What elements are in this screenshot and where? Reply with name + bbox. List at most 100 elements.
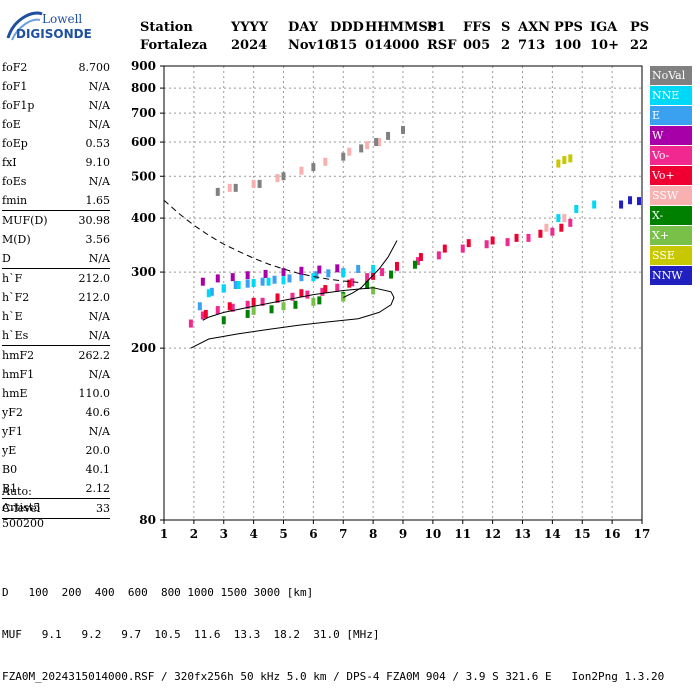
param-label: hmE [2, 387, 28, 400]
footer-info: D 100 200 400 600 800 1000 1500 3000 [km… [2, 558, 664, 698]
data-point [380, 268, 385, 277]
header-value-9: 100 [554, 38, 582, 53]
footer-muf-row: MUF 9.1 9.2 9.7 10.5 11.6 13.3 18.2 31.0… [2, 628, 380, 641]
param-separator [2, 498, 110, 499]
data-point [200, 311, 205, 320]
data-point [281, 268, 286, 277]
param-label: foF2 [2, 61, 28, 74]
data-point [206, 289, 211, 298]
header-label-3: DDD [330, 20, 364, 35]
data-point [320, 287, 325, 296]
data-point [251, 297, 256, 306]
y-tick-label: 300 [131, 265, 156, 279]
data-point [490, 236, 495, 245]
header-value-0: Fortaleza [140, 38, 208, 53]
data-point [556, 214, 561, 223]
param-value: N/A [88, 329, 110, 342]
data-point [203, 309, 208, 318]
data-point [221, 316, 226, 325]
x-tick-label: 2 [190, 527, 198, 541]
y-tick-label: 600 [131, 135, 156, 149]
data-point [365, 141, 370, 150]
data-point [230, 273, 235, 282]
header-value-4: 014000 [365, 38, 420, 53]
data-point [260, 277, 265, 286]
header-value-8: 713 [518, 38, 546, 53]
legend-entry: SSE [650, 246, 692, 265]
data-point [359, 144, 364, 153]
x-tick-label: 6 [309, 527, 317, 541]
data-point [299, 166, 304, 175]
param-label: h`F2 [2, 291, 30, 304]
data-point [257, 179, 262, 188]
plot-curves [163, 199, 398, 349]
param-row: h`F2 212.0 [2, 288, 110, 307]
data-point [311, 273, 316, 282]
param-value: 110.0 [78, 387, 111, 400]
auto-line: 500200 [2, 517, 44, 530]
param-separator [2, 518, 110, 519]
param-label: hmF1 [2, 368, 35, 381]
y-axis-ticks: 80 200 300 400 500 600 700 800 900 [131, 59, 164, 527]
x-tick-label: 11 [454, 527, 471, 541]
ionogram-plot: 1 2 3 4 5 6 7 8 9 10 11 12 13 14 15 16 17 80200300400500… [131, 59, 650, 541]
data-point [341, 293, 346, 302]
header-label-1: YYYY [231, 20, 269, 35]
data-point [323, 157, 328, 166]
data-point [281, 276, 286, 285]
param-value: N/A [88, 368, 110, 381]
data-point [484, 240, 489, 249]
header-label-11: PS [630, 20, 650, 35]
data-point [350, 278, 355, 287]
y-tick-label: 400 [131, 211, 156, 225]
data-point [251, 279, 256, 288]
legend-entry: NNW [650, 266, 692, 285]
data-point [374, 138, 379, 147]
data-point [386, 131, 391, 140]
data-point [377, 138, 382, 147]
data-point [568, 218, 573, 227]
auto-line: Artist5 [2, 501, 41, 514]
param-row: D N/A [2, 249, 110, 268]
data-point [505, 238, 510, 247]
data-point [637, 197, 642, 206]
data-point [335, 283, 340, 292]
data-point [568, 154, 573, 163]
param-label: yF2 [2, 406, 23, 419]
legend-entry: NNE [650, 86, 692, 105]
param-row: M(D) 3.56 [2, 230, 110, 249]
y-tick-label: 800 [131, 81, 156, 95]
param-row: foF2 8.700 [2, 58, 110, 77]
data-point [628, 196, 633, 205]
y-tick-label: 80 [139, 513, 156, 527]
param-label: foF1p [2, 99, 35, 112]
data-point [260, 297, 265, 306]
data-point [275, 174, 280, 183]
param-value: 40.1 [85, 463, 111, 476]
data-point [236, 281, 241, 290]
plot-marks [188, 125, 642, 328]
param-row: foF1 N/A [2, 77, 110, 96]
y-tick-label: 900 [131, 59, 156, 73]
param-value: N/A [88, 80, 110, 93]
param-value: 212.0 [78, 291, 111, 304]
x-tick-label: 13 [514, 527, 531, 541]
data-point [418, 253, 423, 262]
data-point [562, 214, 567, 223]
data-point [221, 284, 226, 293]
param-row: fxI 9.10 [2, 153, 110, 172]
param-label: hmF2 [2, 349, 35, 362]
header-value-5: RSF [427, 38, 457, 53]
header-values-row: Fortaleza 2024 Nov10 315 014000 RSF 005 2 713 100… [140, 38, 660, 56]
param-row: B1 2.12 [2, 479, 110, 498]
profile-curve [343, 240, 398, 298]
data-point [401, 125, 405, 134]
data-point [290, 292, 295, 301]
param-value: 9.10 [85, 156, 111, 169]
x-tick-label: 15 [574, 527, 591, 541]
param-row: fmin 1.65 [2, 191, 110, 210]
data-point [365, 273, 370, 282]
x-tick-label: 10 [425, 527, 442, 541]
data-point [266, 277, 271, 286]
header-label-6: FFS [463, 20, 491, 35]
